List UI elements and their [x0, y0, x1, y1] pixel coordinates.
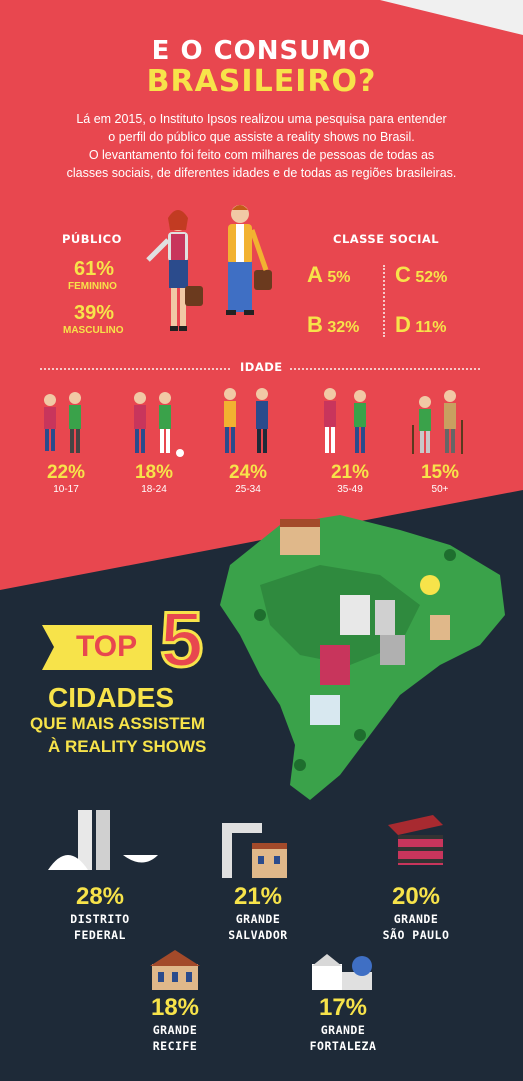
classe-divider [383, 265, 385, 337]
top-number: 5 [158, 595, 204, 683]
publico-label: PÚBLICO [62, 232, 122, 246]
kids-icon [44, 392, 81, 453]
masp-icon [388, 815, 443, 865]
classe-c: C 52% [395, 262, 447, 288]
cidades-line1: CIDADES [48, 682, 175, 713]
classe-letter: B [307, 312, 323, 337]
classe-pct: 32% [327, 319, 360, 336]
age-pct: 15% [420, 462, 460, 483]
city-name: GRANDE [393, 912, 439, 926]
age-range: 50+ [431, 484, 449, 495]
top5-banner [42, 625, 152, 670]
age-pct: 22% [46, 462, 86, 483]
age-range: 35-49 [337, 484, 363, 495]
divider-left [40, 368, 230, 370]
feminino-label: FEMININO [68, 281, 117, 292]
intro-line: o perfil do público que assiste a realit… [108, 130, 415, 144]
theater-icon [150, 950, 200, 990]
age-range: 10-17 [53, 484, 79, 495]
classe-pct: 52% [415, 269, 448, 286]
age-group: 22% 10-17 [36, 462, 96, 495]
city-pct: 18% [150, 994, 200, 1021]
age-group: 21% 35-49 [320, 462, 380, 495]
classe-social-label: CLASSE SOCIAL [333, 232, 440, 246]
age-group: 24% 25-34 [218, 462, 278, 495]
city-stat: 28% DISTRITO FEDERAL [40, 883, 160, 943]
divider-right [290, 368, 480, 370]
age-pct: 21% [330, 462, 370, 483]
couple-illustration [146, 205, 272, 331]
idade-label: IDADE [240, 360, 283, 374]
city-pct: 20% [391, 883, 441, 910]
city-stat: 20% GRANDE SÃO PAULO [356, 883, 476, 943]
age-range: 25-34 [235, 484, 261, 495]
city-pct: 28% [75, 883, 125, 910]
age-pct: 18% [134, 462, 174, 483]
intro-line: O levantamento foi feito com milhares de… [88, 148, 435, 162]
middle-age-icon [324, 388, 366, 453]
elevator-lacerda-icon [222, 823, 287, 878]
age-group: 18% 18-24 [124, 462, 184, 495]
adults-icon [224, 388, 268, 453]
classe-letter: A [307, 262, 323, 287]
age-group: 15% 50+ [410, 462, 470, 495]
city-name: SÃO PAULO [382, 928, 450, 942]
title-line-1: E O CONSUMO [151, 36, 372, 66]
classe-letter: C [395, 262, 411, 287]
age-range: 18-24 [141, 484, 167, 495]
age-pct: 24% [228, 462, 268, 483]
classe-b: B 32% [307, 312, 359, 338]
masculino-label: MASCULINO [63, 325, 124, 336]
cidades-line2: QUE MAIS ASSISTEM [30, 714, 206, 733]
city-name: SALVADOR [228, 928, 288, 942]
city-name: FEDERAL [74, 928, 126, 942]
feminino-pct: 61% [74, 258, 115, 280]
intro-line: classes sociais, de diferentes idades e … [66, 166, 457, 180]
city-pct: 17% [318, 994, 368, 1021]
brazil-map-illustration [220, 515, 505, 800]
city-name: FORTALEZA [309, 1039, 377, 1053]
congress-icon [48, 810, 158, 870]
classe-d: D 11% [395, 312, 446, 338]
city-name: DISTRITO [70, 912, 130, 926]
city-stat: 17% GRANDE FORTALEZA [283, 994, 403, 1054]
city-stat: 21% GRANDE SALVADOR [198, 883, 318, 943]
masculino-pct: 39% [74, 302, 115, 324]
city-name: GRANDE [152, 1023, 198, 1037]
classe-pct: 11% [415, 319, 447, 336]
cidades-line3: À REALITY SHOWS [48, 737, 207, 756]
classe-a: A 5% [307, 262, 350, 288]
elderly-icon [412, 390, 463, 454]
title-line-2: BRASILEIRO? [146, 64, 377, 99]
city-name: GRANDE [235, 912, 281, 926]
age-illustrations [44, 388, 463, 457]
intro-text: Lá em 2015, o Instituto Ipsos realizou u… [30, 110, 493, 182]
classe-pct: 5% [327, 269, 351, 286]
city-pct: 21% [233, 883, 283, 910]
top-label: TOP [76, 630, 138, 663]
young-adults-icon [134, 392, 184, 457]
dragao-do-mar-icon [312, 954, 372, 990]
classe-letter: D [395, 312, 411, 337]
city-name: GRANDE [320, 1023, 366, 1037]
city-stat: 18% GRANDE RECIFE [115, 994, 235, 1054]
city-name: RECIFE [152, 1039, 198, 1053]
intro-line: Lá em 2015, o Instituto Ipsos realizou u… [76, 112, 447, 126]
